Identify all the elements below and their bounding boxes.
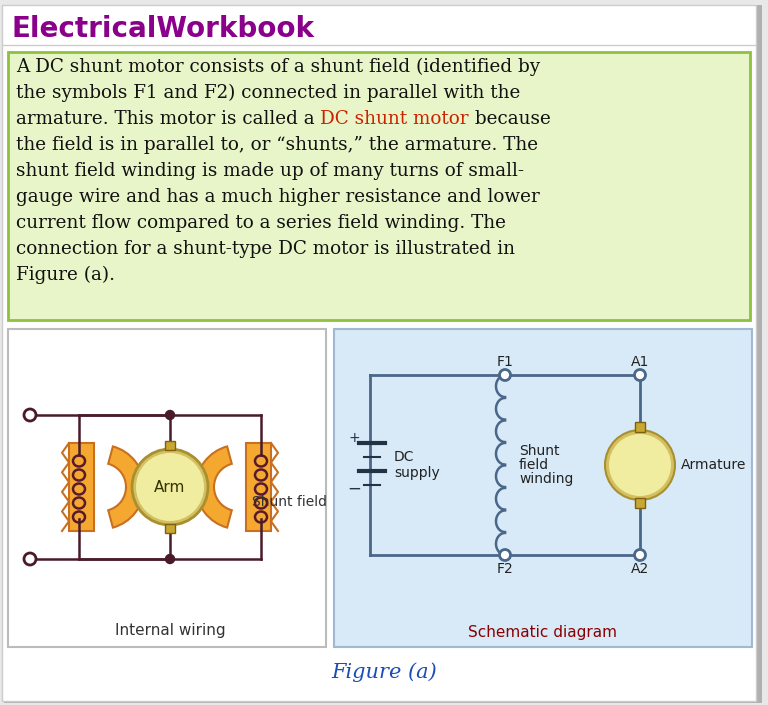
Text: because: because: [469, 110, 551, 128]
Text: shunt field winding is made up of many turns of small-: shunt field winding is made up of many t…: [16, 162, 524, 180]
Circle shape: [499, 369, 511, 381]
Circle shape: [499, 549, 511, 560]
Circle shape: [634, 549, 645, 560]
FancyBboxPatch shape: [334, 329, 752, 647]
Circle shape: [165, 410, 174, 419]
Wedge shape: [196, 446, 232, 527]
Text: Shunt: Shunt: [519, 444, 560, 458]
Text: field: field: [519, 458, 549, 472]
Circle shape: [605, 430, 675, 500]
Circle shape: [136, 453, 204, 521]
Circle shape: [24, 553, 36, 565]
Text: +: +: [348, 431, 360, 445]
Circle shape: [609, 434, 671, 496]
Text: DC shunt motor: DC shunt motor: [320, 110, 469, 128]
Text: the field is in parallel to, or “shunts,” the armature. The: the field is in parallel to, or “shunts,…: [16, 136, 538, 154]
Text: Figure (a): Figure (a): [331, 662, 437, 682]
Text: the symbols F1 and F2) connected in parallel with the: the symbols F1 and F2) connected in para…: [16, 84, 521, 102]
Text: connection for a shunt-type DC motor is illustrated in: connection for a shunt-type DC motor is …: [16, 240, 515, 258]
Text: winding: winding: [519, 472, 574, 486]
Text: armature. This motor is called a: armature. This motor is called a: [16, 110, 320, 128]
Text: Shunt field: Shunt field: [252, 495, 327, 509]
Text: gauge wire and has a much higher resistance and lower: gauge wire and has a much higher resista…: [16, 188, 540, 206]
Text: current flow compared to a series field winding. The: current flow compared to a series field …: [16, 214, 506, 232]
Text: supply: supply: [394, 466, 440, 480]
Circle shape: [634, 369, 645, 381]
FancyBboxPatch shape: [8, 329, 326, 647]
FancyBboxPatch shape: [246, 443, 271, 531]
Text: Schematic diagram: Schematic diagram: [468, 625, 617, 641]
FancyBboxPatch shape: [8, 52, 750, 320]
Wedge shape: [108, 446, 144, 527]
FancyBboxPatch shape: [635, 422, 645, 432]
Text: A2: A2: [631, 562, 649, 576]
Text: Internal wiring: Internal wiring: [114, 623, 225, 637]
FancyBboxPatch shape: [4, 5, 762, 703]
Text: DC: DC: [394, 450, 415, 464]
Text: −: −: [347, 480, 361, 498]
Text: Armature: Armature: [681, 458, 746, 472]
Text: A DC shunt motor consists of a shunt field (identified by: A DC shunt motor consists of a shunt fie…: [16, 58, 540, 76]
Text: Figure (a).: Figure (a).: [16, 266, 115, 284]
Text: F2: F2: [497, 562, 513, 576]
Circle shape: [165, 555, 174, 563]
FancyBboxPatch shape: [165, 441, 175, 450]
Circle shape: [24, 409, 36, 421]
FancyBboxPatch shape: [2, 5, 756, 701]
FancyBboxPatch shape: [165, 524, 175, 533]
FancyBboxPatch shape: [635, 498, 645, 508]
Text: ElectricalWorkbook: ElectricalWorkbook: [12, 15, 315, 43]
Circle shape: [132, 449, 208, 525]
Text: A1: A1: [631, 355, 649, 369]
Text: F1: F1: [497, 355, 514, 369]
Text: Arm: Arm: [154, 479, 186, 494]
FancyBboxPatch shape: [69, 443, 94, 531]
